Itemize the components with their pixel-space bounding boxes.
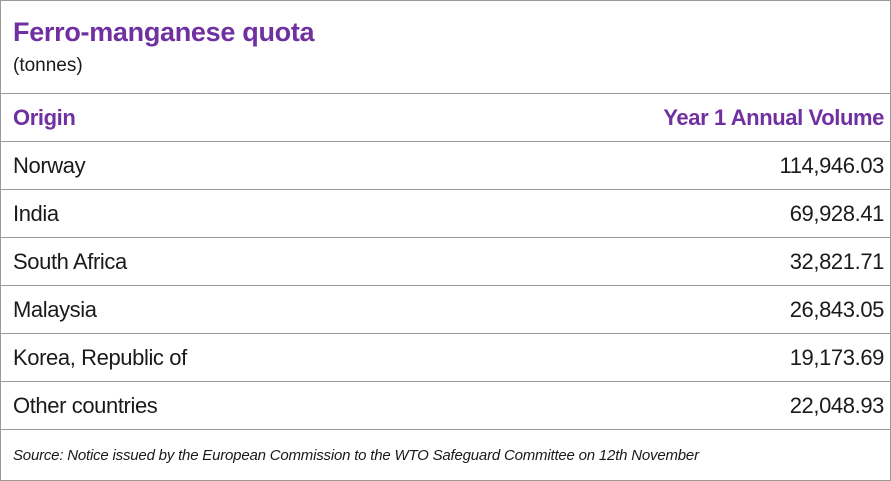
origin-cell: South Africa (1, 237, 398, 286)
title: Ferro-manganese quota (13, 17, 315, 47)
volume-cell: 19,173.69 (397, 333, 890, 382)
column-header: Origin (1, 93, 398, 142)
header-row: Origin Year 1 Annual Volume (1, 93, 890, 142)
volume-cell: 22,048.93 (397, 381, 890, 429)
table-row: India 69,928.41 (1, 189, 890, 238)
quota-table: Origin Year 1 Annual Volume Norway 114,946… (1, 93, 890, 429)
table-row: Korea, Republic of 19,173.69 (1, 333, 890, 382)
table-row: South Africa 32,821.71 (1, 237, 890, 286)
volume-cell: 26,843.05 (397, 285, 890, 334)
origin-cell: Norway (1, 141, 398, 190)
origin-cell: Korea, Republic of (1, 333, 398, 382)
table-row: Norway 114,946.03 (1, 141, 890, 190)
column-header: Year 1 Annual Volume (397, 93, 890, 142)
source-note: Source: Notice issued by the European Co… (1, 429, 890, 480)
volume-cell: 32,821.71 (397, 237, 890, 286)
table-body: Norway 114,946.03 India 69,928.41 South Afri… (1, 141, 890, 429)
origin-cell: Malaysia (1, 285, 398, 334)
volume-cell: 114,946.03 (397, 141, 890, 190)
volume-cell: 69,928.41 (397, 189, 890, 238)
subtitle: (tonnes) (13, 55, 83, 76)
table-row: Other countries 22,048.93 (1, 381, 890, 429)
table-row: Malaysia 26,843.05 (1, 285, 890, 334)
origin-cell: Other countries (1, 381, 398, 429)
origin-cell: India (1, 189, 398, 238)
